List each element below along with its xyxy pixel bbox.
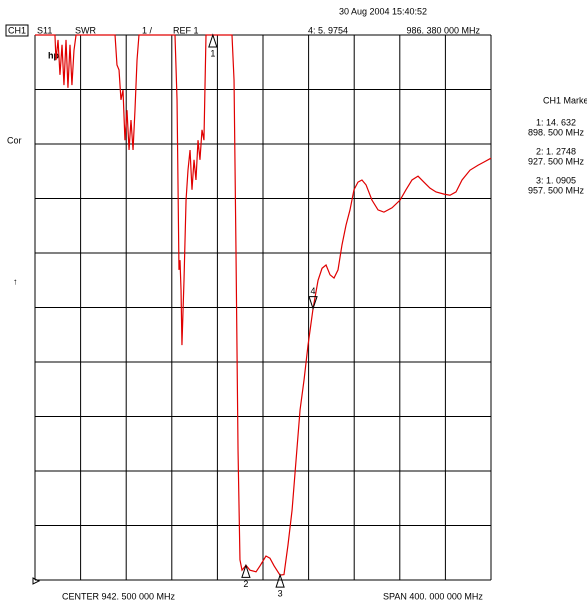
parameter: S11 [37,25,52,35]
marker-readout: 1: 14. 632 [536,117,576,127]
datetime: 30 Aug 2004 15:40:52 [339,6,427,16]
reference: REF 1 [173,25,199,35]
center-freq: CENTER 942. 500 000 MHz [62,591,176,601]
marker-number: 2 [243,579,248,589]
correction: Cor [7,135,22,145]
marker-triangle [275,573,285,588]
marker-number: 3 [278,588,283,598]
active-marker-freq: 986. 380 000 MHz [406,25,480,35]
marker-freq: 898. 500 MHz [528,127,585,137]
marker-triangle [241,563,251,578]
reference-marker [32,577,41,585]
channel-box [5,24,29,37]
format: SWR [75,25,96,35]
scale: 1 / [142,25,153,35]
marker-freq: 957. 500 MHz [528,185,585,195]
logo: hp [48,50,59,60]
marker-number: 4 [311,286,316,296]
grid [34,34,492,581]
active-marker: 4: 5. 9754 [308,25,348,35]
marker-triangle [208,33,218,48]
span: SPAN 400. 000 000 MHz [383,591,483,601]
marker-readout: 3: 1. 0905 [536,175,576,185]
trace [35,34,492,576]
arrow: ↑ [13,276,18,286]
marker-readout: 2: 1. 2748 [536,146,576,156]
marker-freq: 927. 500 MHz [528,156,585,166]
marker-number: 1 [210,48,215,58]
channel: CH1 [8,25,26,35]
markers-title: CH1 Markers [543,95,587,105]
marker-triangle [308,296,318,311]
